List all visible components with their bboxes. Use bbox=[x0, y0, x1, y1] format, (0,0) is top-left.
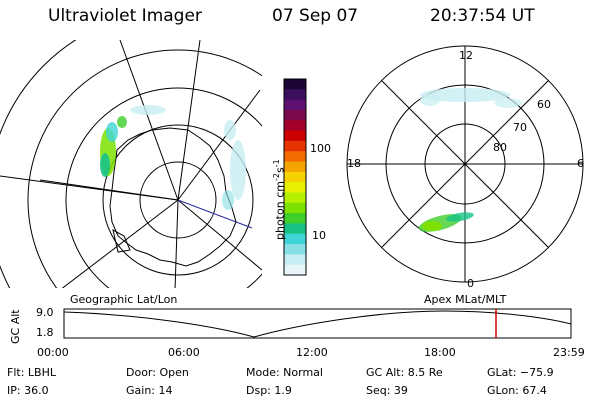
colorbar-label-s: s bbox=[273, 167, 287, 174]
colorbar-swatch bbox=[284, 171, 306, 183]
colorbar-tick-100: 100 bbox=[310, 142, 331, 155]
colorbar-swatch bbox=[284, 223, 306, 235]
colorbar-swatch bbox=[284, 89, 306, 101]
timeline-ytick-bottom: 1.8 bbox=[36, 326, 54, 339]
instrument-title: Ultraviolet Imager bbox=[48, 6, 202, 26]
status-gc-alt: GC Alt: 8.5 Re bbox=[366, 366, 443, 379]
observation-time: 20:37:54 UT bbox=[430, 6, 535, 26]
mlt-label-0: 0 bbox=[467, 277, 474, 290]
status-mode: Mode: Normal bbox=[246, 366, 323, 379]
colorbar-label: photon cm-2s-1 bbox=[272, 159, 287, 240]
mlt-label-6: 6 bbox=[577, 157, 584, 170]
colorbar-swatch bbox=[284, 202, 306, 214]
timeline-ylabel: GC Alt bbox=[9, 309, 22, 344]
geographic-map bbox=[0, 40, 262, 288]
timeline-xtick-3: 18:00 bbox=[424, 346, 456, 359]
colorbar-swatch bbox=[284, 99, 306, 111]
timeline-xtick-0: 00:00 bbox=[37, 346, 69, 359]
status-filter: Flt: LBHL bbox=[7, 366, 56, 379]
status-door: Door: Open bbox=[126, 366, 189, 379]
colorbar bbox=[283, 78, 307, 276]
status-dsp: Dsp: 1.9 bbox=[246, 384, 292, 397]
mlt-polar-map bbox=[346, 45, 584, 283]
colorbar-swatch bbox=[284, 140, 306, 152]
status-glon: GLon: 67.4 bbox=[487, 384, 547, 397]
mlat-label-60: 60 bbox=[537, 98, 551, 111]
timeline-ytick-top: 9.0 bbox=[36, 306, 54, 319]
colorbar-swatch bbox=[284, 120, 306, 132]
colorbar-swatch bbox=[284, 233, 306, 245]
timeline-xtick-4: 23:59 bbox=[553, 346, 585, 359]
colorbar-swatch bbox=[284, 182, 306, 193]
status-gain: Gain: 14 bbox=[126, 384, 173, 397]
status-glat: GLat: −75.9 bbox=[487, 366, 554, 379]
colorbar-swatch bbox=[284, 161, 306, 173]
colorbar-swatch bbox=[284, 151, 306, 163]
colorbar-label-exp1: -2 bbox=[272, 173, 281, 182]
colorbar-swatch bbox=[284, 213, 306, 224]
colorbar-swatch bbox=[284, 244, 306, 255]
timeline-xtick-1: 06:00 bbox=[168, 346, 200, 359]
colorbar-swatch bbox=[284, 192, 306, 204]
colorbar-tick-10: 10 bbox=[312, 229, 326, 242]
status-seq: Seq: 39 bbox=[366, 384, 408, 397]
mlt-label-18: 18 bbox=[347, 157, 361, 170]
colorbar-swatch bbox=[284, 254, 306, 266]
mlat-label-80: 80 bbox=[493, 141, 507, 154]
colorbar-label-exp2: -1 bbox=[272, 159, 281, 168]
timeline-xtick-2: 12:00 bbox=[296, 346, 328, 359]
observation-date: 07 Sep 07 bbox=[272, 6, 359, 26]
colorbar-label-unit: photon cm bbox=[273, 181, 287, 240]
altitude-timeline bbox=[63, 308, 572, 339]
mlt-label-12: 12 bbox=[459, 49, 473, 62]
status-ip: IP: 36.0 bbox=[7, 384, 49, 397]
colorbar-swatch bbox=[284, 79, 306, 90]
apex-caption: Apex MLat/MLT bbox=[424, 293, 507, 306]
geographic-caption: Geographic Lat/Lon bbox=[70, 293, 178, 306]
colorbar-swatch bbox=[284, 264, 306, 276]
colorbar-swatch bbox=[284, 130, 306, 142]
colorbar-frame bbox=[283, 78, 307, 276]
colorbar-swatch bbox=[284, 109, 306, 121]
mlat-label-70: 70 bbox=[513, 121, 527, 134]
